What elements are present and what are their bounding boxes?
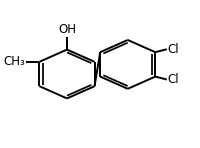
Text: OH: OH — [58, 23, 76, 36]
Text: Cl: Cl — [167, 73, 178, 86]
Text: CH₃: CH₃ — [3, 55, 25, 68]
Text: Cl: Cl — [167, 43, 178, 56]
